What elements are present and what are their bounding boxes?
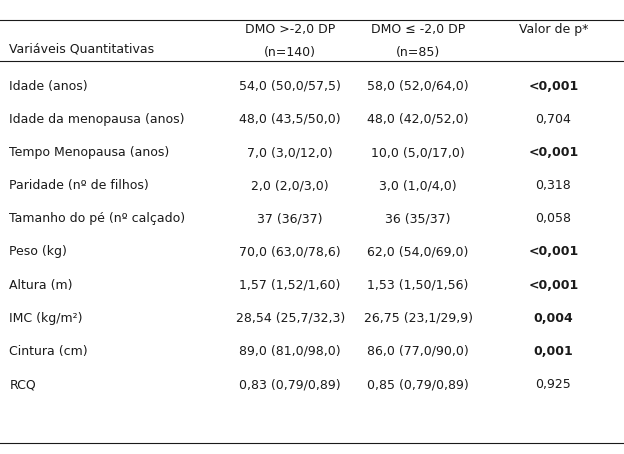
Text: 0,058: 0,058 (535, 212, 572, 225)
Text: (n=85): (n=85) (396, 46, 440, 59)
Text: 36 (35/37): 36 (35/37) (386, 212, 451, 225)
Text: <0,001: <0,001 (529, 246, 578, 258)
Text: 58,0 (52,0/64,0): 58,0 (52,0/64,0) (368, 80, 469, 93)
Text: Paridade (nº de filhos): Paridade (nº de filhos) (9, 179, 149, 192)
Text: 2,0 (2,0/3,0): 2,0 (2,0/3,0) (251, 179, 329, 192)
Text: 1,53 (1,50/1,56): 1,53 (1,50/1,56) (368, 279, 469, 291)
Text: <0,001: <0,001 (529, 146, 578, 159)
Text: Peso (kg): Peso (kg) (9, 246, 67, 258)
Text: DMO ≤ -2,0 DP: DMO ≤ -2,0 DP (371, 23, 466, 36)
Text: 62,0 (54,0/69,0): 62,0 (54,0/69,0) (368, 246, 469, 258)
Text: 89,0 (81,0/98,0): 89,0 (81,0/98,0) (240, 345, 341, 358)
Text: Idade (anos): Idade (anos) (9, 80, 88, 93)
Text: 70,0 (63,0/78,6): 70,0 (63,0/78,6) (240, 246, 341, 258)
Text: 48,0 (42,0/52,0): 48,0 (42,0/52,0) (368, 113, 469, 126)
Text: RCQ: RCQ (9, 378, 36, 391)
Text: 7,0 (3,0/12,0): 7,0 (3,0/12,0) (247, 146, 333, 159)
Text: 48,0 (43,5/50,0): 48,0 (43,5/50,0) (240, 113, 341, 126)
Text: Altura (m): Altura (m) (9, 279, 73, 291)
Text: 0,85 (0,79/0,89): 0,85 (0,79/0,89) (367, 378, 469, 391)
Text: IMC (kg/m²): IMC (kg/m²) (9, 312, 83, 325)
Text: 54,0 (50,0/57,5): 54,0 (50,0/57,5) (239, 80, 341, 93)
Text: 0,704: 0,704 (535, 113, 572, 126)
Text: 26,75 (23,1/29,9): 26,75 (23,1/29,9) (364, 312, 472, 325)
Text: 0,004: 0,004 (534, 312, 573, 325)
Text: <0,001: <0,001 (529, 279, 578, 291)
Text: 0,925: 0,925 (535, 378, 572, 391)
Text: 37 (36/37): 37 (36/37) (258, 212, 323, 225)
Text: Tamanho do pé (nº calçado): Tamanho do pé (nº calçado) (9, 212, 185, 225)
Text: Tempo Menopausa (anos): Tempo Menopausa (anos) (9, 146, 170, 159)
Text: 28,54 (25,7/32,3): 28,54 (25,7/32,3) (235, 312, 345, 325)
Text: Valor de p*: Valor de p* (519, 23, 588, 36)
Text: 86,0 (77,0/90,0): 86,0 (77,0/90,0) (367, 345, 469, 358)
Text: 1,57 (1,52/1,60): 1,57 (1,52/1,60) (240, 279, 341, 291)
Text: 0,001: 0,001 (534, 345, 573, 358)
Text: (n=140): (n=140) (264, 46, 316, 59)
Text: Variáveis Quantitativas: Variáveis Quantitativas (9, 43, 155, 56)
Text: Cintura (cm): Cintura (cm) (9, 345, 88, 358)
Text: 3,0 (1,0/4,0): 3,0 (1,0/4,0) (379, 179, 457, 192)
Text: 0,318: 0,318 (535, 179, 572, 192)
Text: DMO >-2,0 DP: DMO >-2,0 DP (245, 23, 335, 36)
Text: Idade da menopausa (anos): Idade da menopausa (anos) (9, 113, 185, 126)
Text: 0,83 (0,79/0,89): 0,83 (0,79/0,89) (240, 378, 341, 391)
Text: <0,001: <0,001 (529, 80, 578, 93)
Text: 10,0 (5,0/17,0): 10,0 (5,0/17,0) (371, 146, 465, 159)
